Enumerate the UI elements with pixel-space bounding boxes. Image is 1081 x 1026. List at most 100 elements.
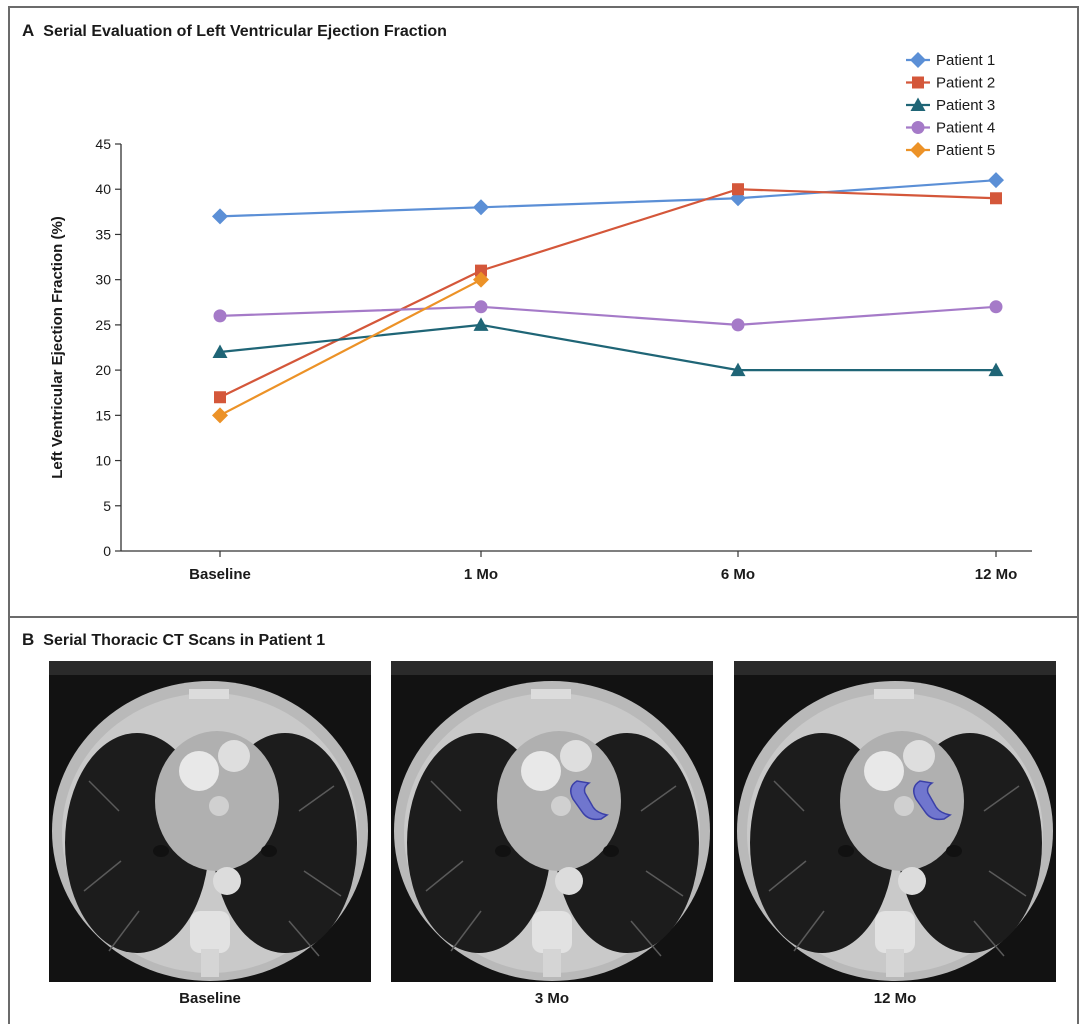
panel-b-title-text: Serial Thoracic CT Scans in Patient 1 (43, 632, 326, 649)
series-line-patient-2 (219, 188, 997, 399)
data-point-patient-4 (213, 309, 227, 323)
data-point-patient-3 (473, 317, 489, 331)
data-point-patient-2 (475, 264, 487, 277)
ct-vertebra (875, 911, 915, 953)
y-tick-label: 45 (95, 136, 111, 152)
ct-lung-vessel (450, 910, 482, 952)
ct-table (734, 661, 1056, 675)
y-tick-label: 20 (95, 362, 111, 378)
legend-marker-patient-5 (910, 142, 926, 158)
ct-lung-vessel (768, 860, 807, 892)
ct-vessel (209, 796, 229, 816)
x-tick-label: Baseline (189, 566, 251, 583)
ct-lung-vessel (430, 780, 462, 812)
y-tick-label: 15 (95, 407, 111, 423)
legend-label-patient-3: Patient 3 (936, 97, 995, 114)
ct-lung-vessel (645, 870, 684, 897)
ct-left-bronchus (603, 845, 619, 857)
ct-vessel (551, 796, 571, 816)
panel-a-title-text: Serial Evaluation of Left Ventricular Ej… (43, 23, 447, 40)
data-point-patient-1 (988, 172, 1004, 189)
ct-pulmonary-artery (560, 740, 592, 772)
legend-marker-patient-1 (910, 52, 926, 68)
data-point-patient-4 (731, 318, 745, 332)
series-line-patient-1 (219, 179, 997, 218)
ct-scan-baseline (49, 661, 371, 982)
ct-scan-3-mo (391, 661, 713, 982)
data-point-patient-4 (474, 300, 488, 314)
panel-a-title: A Serial Evaluation of Left Ventricular E… (22, 21, 447, 41)
x-tick-label: 12 Mo (975, 566, 1018, 583)
ct-lung-vessel (983, 785, 1020, 812)
x-tick-label: 1 Mo (464, 566, 498, 583)
data-point-patient-4 (989, 300, 1003, 314)
legend-label-patient-1: Patient 1 (936, 52, 995, 69)
ct-lung-vessel (640, 785, 677, 812)
ct-lung-vessel (425, 860, 464, 892)
ct-ascending-aorta (521, 751, 561, 791)
y-tick-label: 0 (103, 543, 111, 559)
ct-descending-aorta (213, 867, 241, 895)
ct-spinous-process (543, 949, 561, 977)
ct-lung-vessel (973, 920, 1005, 957)
ct-lung-vessel (303, 870, 342, 897)
y-tick-label: 35 (95, 226, 111, 242)
ct-caption-3-mo: 3 Mo (534, 990, 570, 1007)
ct-ascending-aorta (864, 751, 904, 791)
panel-b-letter: B (22, 630, 35, 649)
ct-scan-12-mo (734, 661, 1056, 982)
data-point-patient-2 (214, 391, 226, 404)
ct-spinous-process (886, 949, 904, 977)
ct-right-bronchus (838, 845, 854, 857)
ct-table (391, 661, 713, 675)
figure-frame (8, 6, 1079, 1024)
ct-vertebra (532, 911, 572, 953)
y-tick-label: 25 (95, 317, 111, 333)
panel-b-title: B Serial Thoracic CT Scans in Patient 1 (22, 630, 325, 650)
ct-right-bronchus (153, 845, 169, 857)
ct-lung-vessel (298, 785, 335, 812)
ct-spinous-process (201, 949, 219, 977)
ct-lung-vessel (793, 910, 825, 952)
y-axis-label: Left Ventricular Ejection Fraction (%) (49, 216, 66, 479)
series-line-patient-4 (219, 305, 997, 326)
data-point-patient-5 (212, 407, 228, 424)
legend-marker-patient-2 (912, 76, 924, 89)
ct-lung-vessel (988, 870, 1027, 897)
ct-descending-aorta (555, 867, 583, 895)
ct-sternum (189, 689, 229, 699)
data-point-patient-5 (473, 271, 489, 288)
ct-ascending-aorta (179, 751, 219, 791)
legend-label-patient-5: Patient 5 (936, 142, 995, 159)
x-tick-label: 6 Mo (721, 566, 755, 583)
panel-a-letter: A (22, 21, 35, 40)
legend-label-patient-4: Patient 4 (936, 120, 995, 137)
series-line-patient-3 (219, 323, 996, 372)
y-tick-label: 40 (95, 181, 111, 197)
ct-lung-vessel (83, 860, 122, 892)
ct-caption-baseline: Baseline (179, 990, 241, 1007)
legend-marker-patient-3 (910, 97, 926, 111)
data-point-patient-2 (732, 183, 744, 196)
ct-table (49, 661, 371, 675)
data-point-patient-3 (212, 344, 228, 359)
ct-highlighted-region (570, 780, 609, 821)
ct-pulmonary-artery (903, 740, 935, 772)
data-point-patient-3 (730, 362, 746, 377)
ct-left-bronchus (946, 845, 962, 857)
series-line-patient-5 (219, 278, 482, 417)
ct-lung-vessel (88, 780, 120, 812)
legend-marker-patient-4 (911, 121, 925, 134)
data-point-patient-3 (988, 362, 1004, 377)
ct-lung-vessel (630, 920, 662, 957)
legend-label-patient-2: Patient 2 (936, 75, 995, 92)
data-point-patient-1 (212, 208, 228, 225)
ct-vessel (894, 796, 914, 816)
ct-pulmonary-artery (218, 740, 250, 772)
ct-sternum (874, 689, 914, 699)
data-point-patient-1 (473, 199, 489, 216)
panel-divider (8, 616, 1079, 618)
ct-right-bronchus (495, 845, 511, 857)
ct-descending-aorta (898, 867, 926, 895)
y-tick-label: 10 (95, 453, 111, 469)
